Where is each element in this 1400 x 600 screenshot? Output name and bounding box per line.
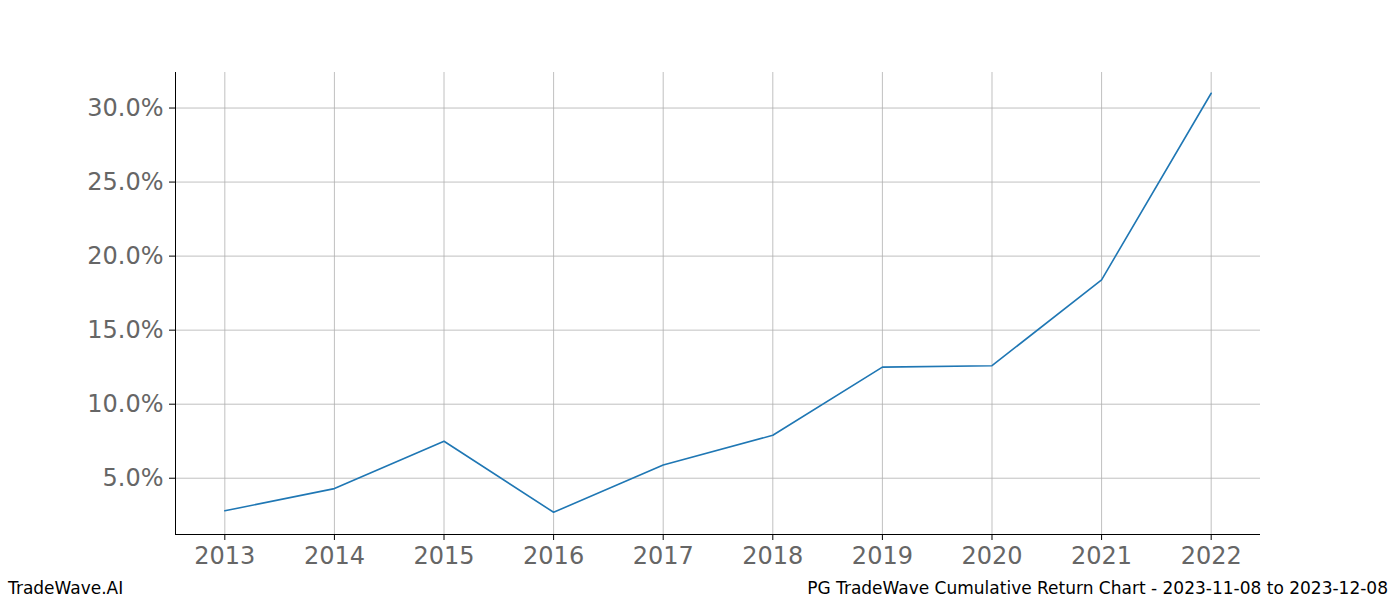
svg-text:2020: 2020 <box>961 542 1022 570</box>
svg-text:15.0%: 15.0% <box>87 316 163 344</box>
svg-text:2013: 2013 <box>194 542 255 570</box>
svg-text:2021: 2021 <box>1071 542 1132 570</box>
svg-text:25.0%: 25.0% <box>87 168 163 196</box>
svg-text:10.0%: 10.0% <box>87 390 163 418</box>
svg-text:2018: 2018 <box>742 542 803 570</box>
svg-text:2016: 2016 <box>523 542 584 570</box>
svg-text:2022: 2022 <box>1181 542 1242 570</box>
svg-text:2019: 2019 <box>852 542 913 570</box>
svg-text:30.0%: 30.0% <box>87 94 163 122</box>
svg-text:2017: 2017 <box>633 542 694 570</box>
svg-text:5.0%: 5.0% <box>103 464 164 492</box>
html-text:PG TradeWave Cumulative Return: PG TradeWave Cumulative Return Chart - 2… <box>807 577 1388 598</box>
html-text:TradeWave.AI: TradeWave.AI <box>8 577 124 598</box>
svg-text:2015: 2015 <box>413 542 474 570</box>
svg-text:2014: 2014 <box>304 542 365 570</box>
svg-text:20.0%: 20.0% <box>87 242 163 270</box>
